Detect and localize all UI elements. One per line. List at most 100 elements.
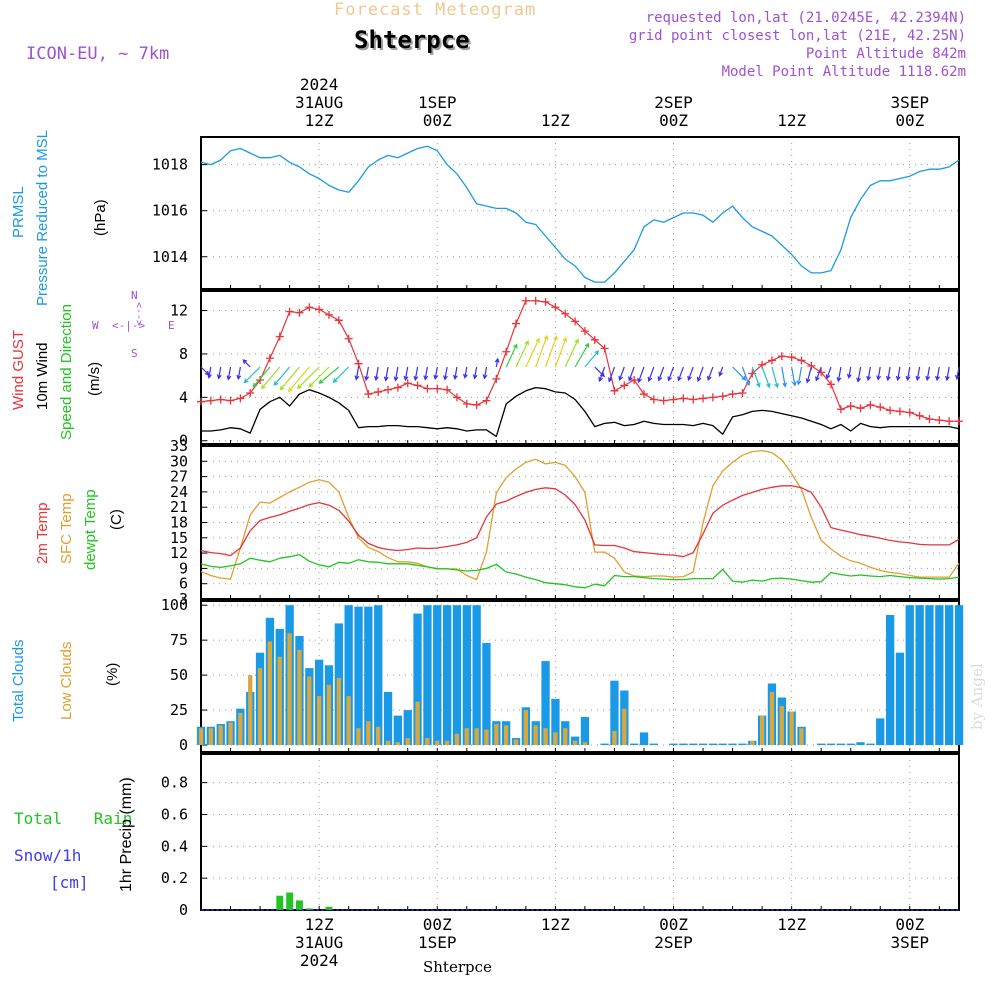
total-cloud-bar	[836, 743, 845, 745]
gust-point	[197, 397, 205, 406]
total-cloud-bar	[374, 605, 383, 745]
rain-bar	[325, 906, 333, 910]
low-cloud-bar	[208, 728, 213, 745]
total-cloud-bar	[698, 743, 708, 745]
wind-direction-arrow	[647, 366, 655, 383]
wind-direction-arrow	[393, 366, 399, 382]
total-cloud-bar	[718, 743, 727, 745]
gust-point	[846, 402, 855, 411]
bottom-time-label: 00Z	[659, 915, 688, 934]
low-cloud-bar	[317, 696, 322, 745]
wind-direction-arrow	[628, 366, 635, 382]
top-time-label: 1SEP	[418, 93, 457, 112]
total-cloud-bar	[462, 605, 471, 745]
wind-direction-arrow	[383, 366, 389, 382]
total-cloud-bar	[423, 605, 432, 745]
total-cloud-bar	[403, 710, 412, 746]
wind-direction-arrow	[236, 366, 242, 381]
pressure-tick-label: 1014	[152, 248, 188, 266]
snow-label: Snow/1h	[14, 846, 82, 865]
gust-point	[413, 381, 422, 390]
wind-tick-label: 12	[170, 302, 188, 320]
total-cloud-bar	[344, 605, 353, 745]
wind-direction-arrow	[535, 334, 549, 368]
low-cloud-bar	[307, 676, 312, 745]
wind-direction-arrow	[554, 336, 568, 368]
wind-direction-arrow	[364, 366, 370, 382]
gust-point	[905, 408, 914, 417]
total-cloud-bar	[728, 743, 737, 745]
low-cloud-bar	[484, 729, 489, 745]
grid-point: grid point closest lon,lat (21E, 42.25N)	[628, 28, 966, 44]
total-cloud-bar	[826, 743, 836, 745]
gust-point	[708, 393, 717, 402]
gust-point	[315, 305, 324, 314]
page-title: Shterpce	[354, 26, 470, 54]
total-cloud-bar	[846, 743, 855, 745]
bottom-time-label: 2SEP	[654, 933, 693, 952]
low-cloud-bar	[336, 677, 341, 745]
wind-direction-arrow	[866, 366, 872, 382]
total-cloud-bar	[856, 742, 865, 745]
gust-point	[374, 387, 383, 396]
gust-point	[866, 400, 875, 409]
gust-point	[935, 416, 944, 425]
compass-we-arrow: <-|->	[112, 319, 146, 332]
gust-point	[443, 385, 452, 394]
temp-tick-label: 6	[179, 575, 188, 593]
gust-point	[728, 390, 737, 399]
low-cloud-bar	[779, 705, 784, 745]
temp-tick-label: 30	[170, 452, 188, 470]
gust-point	[777, 352, 786, 361]
wind-direction-arrow	[200, 366, 210, 376]
low-cloud-bar	[543, 728, 548, 745]
gust-point	[384, 385, 393, 394]
total-cloud-bar	[482, 642, 491, 745]
low-cloud-bar	[395, 742, 400, 745]
gust-point	[738, 389, 747, 397]
gust-point	[836, 405, 845, 414]
total-cloud-bar	[354, 606, 363, 745]
total-cloud-bar	[669, 743, 678, 745]
wind-direction-arrow	[296, 366, 320, 390]
total-cloud-bar	[738, 743, 747, 745]
wind-direction-arrow	[657, 366, 665, 382]
dewpt-line	[200, 553, 960, 589]
low-cloud-bar	[425, 738, 430, 745]
gust-point	[433, 384, 442, 393]
wind-direction-arrow	[482, 366, 488, 380]
total-cloud-bar	[708, 743, 718, 745]
total-cloud-bar	[925, 605, 934, 745]
wind-direction-arrow	[905, 366, 911, 382]
wind-direction-arrow	[791, 366, 797, 387]
wind-direction-arrow	[876, 366, 882, 381]
gust-point	[216, 395, 225, 404]
total-cloud-bar	[433, 605, 442, 745]
temp-tick-label: 12	[170, 544, 188, 562]
low-cloud-bar	[494, 724, 499, 745]
gust-point	[699, 394, 708, 403]
gust-point	[797, 356, 806, 365]
model-label: ICON-EU, ~ 7km	[26, 44, 170, 64]
low-cloud-bar	[769, 691, 775, 745]
gust-point	[492, 374, 501, 383]
total-cloud-bar	[905, 605, 914, 745]
bottom-time-label: 31AUG	[295, 933, 343, 952]
wind-direction-arrow	[825, 366, 832, 380]
precip-tick-label: 0.2	[161, 869, 188, 887]
temp-panel-frame	[200, 445, 960, 600]
wind-direction-arrow	[687, 366, 694, 381]
low-cloud-bar	[218, 725, 223, 745]
wind-direction-arrow	[677, 366, 684, 382]
gust-point	[502, 347, 511, 356]
gust-point	[423, 384, 432, 393]
wind-direction-arrow	[453, 366, 458, 381]
low-cloud-bar	[523, 710, 528, 746]
top-time-label: 12Z	[777, 111, 806, 130]
wind-direction-arrow	[618, 366, 625, 381]
temp-tick-label: 18	[170, 514, 188, 532]
low-cloud-bar	[257, 668, 263, 745]
wind-direction-arrow	[433, 366, 439, 381]
gust-point	[620, 381, 629, 390]
total-cloud-bar	[915, 605, 924, 745]
